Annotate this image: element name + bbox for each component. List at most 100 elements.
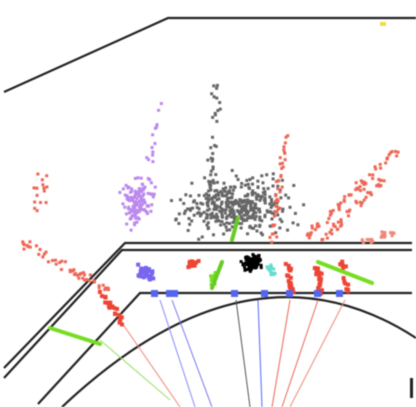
hit xyxy=(240,201,244,205)
hit xyxy=(258,224,262,228)
hit xyxy=(125,222,129,226)
hit xyxy=(199,201,203,205)
hit xyxy=(135,197,139,201)
hit xyxy=(186,228,190,232)
hit xyxy=(272,212,276,216)
hit xyxy=(215,83,219,87)
hit xyxy=(44,201,48,205)
hit xyxy=(209,180,213,184)
hit xyxy=(246,182,250,186)
hit xyxy=(218,101,222,105)
hit xyxy=(378,162,382,166)
hit xyxy=(225,216,229,220)
hit xyxy=(132,206,136,210)
hit xyxy=(240,208,244,212)
tracker-arc xyxy=(61,295,416,407)
hit xyxy=(186,207,190,211)
hit xyxy=(219,223,223,227)
hit xyxy=(187,217,191,221)
hit xyxy=(196,211,200,215)
marker xyxy=(380,22,386,26)
hit xyxy=(229,211,233,215)
hit xyxy=(292,183,296,187)
hit xyxy=(252,206,256,210)
hit xyxy=(100,294,105,299)
hit xyxy=(317,270,322,275)
hit xyxy=(215,189,219,193)
hit xyxy=(288,205,292,209)
green-segments xyxy=(48,216,374,346)
hit xyxy=(270,240,274,244)
hit xyxy=(206,158,210,162)
hit xyxy=(314,271,319,276)
hit xyxy=(284,135,288,139)
hit xyxy=(359,179,363,183)
hit xyxy=(283,261,288,266)
hit xyxy=(286,263,291,268)
hit xyxy=(346,214,350,218)
hit xyxy=(124,183,128,187)
track xyxy=(159,299,196,407)
hit xyxy=(153,141,157,145)
hit xyxy=(124,212,128,216)
hit xyxy=(336,203,340,207)
hit xyxy=(252,208,256,212)
hit xyxy=(174,218,178,222)
hit xyxy=(302,203,306,207)
hit xyxy=(259,196,263,200)
hit xyxy=(277,179,281,183)
hit xyxy=(339,220,343,224)
hit xyxy=(92,279,96,283)
hit xyxy=(260,174,264,178)
hit xyxy=(231,203,235,207)
hit xyxy=(197,207,201,211)
hit xyxy=(251,176,255,180)
hit xyxy=(250,182,254,186)
hit xyxy=(379,235,383,239)
hit xyxy=(232,216,236,220)
hit xyxy=(189,261,194,266)
hit xyxy=(36,172,40,176)
hit xyxy=(247,261,251,265)
hit xyxy=(346,289,351,294)
hit xyxy=(258,257,262,261)
hit xyxy=(207,198,211,202)
track xyxy=(99,339,171,401)
hit xyxy=(123,193,127,197)
hit xyxy=(366,191,370,195)
hit xyxy=(224,225,228,229)
hit xyxy=(254,214,258,218)
hit xyxy=(246,210,250,214)
hit xyxy=(105,300,110,305)
hit xyxy=(245,267,249,271)
hit xyxy=(255,229,259,233)
hit xyxy=(263,190,267,194)
hit xyxy=(211,215,215,219)
hit xyxy=(249,204,253,208)
hit xyxy=(225,221,229,225)
hit xyxy=(87,279,91,283)
hit xyxy=(393,149,397,153)
hit xyxy=(392,231,396,235)
hit xyxy=(282,148,286,152)
hit xyxy=(83,278,87,282)
hit xyxy=(32,186,36,190)
hit xyxy=(215,96,219,100)
hit xyxy=(287,196,291,200)
hit xyxy=(230,207,234,211)
hit xyxy=(265,265,269,269)
hit xyxy=(209,279,213,283)
hit xyxy=(233,200,237,204)
hit xyxy=(42,186,46,190)
hit xyxy=(202,210,206,214)
segment xyxy=(230,216,240,242)
hit xyxy=(313,228,317,232)
hit xyxy=(214,173,218,177)
hit xyxy=(136,273,141,278)
hit xyxy=(228,196,232,200)
hit xyxy=(375,184,379,188)
hit xyxy=(278,156,282,160)
hit xyxy=(281,209,285,213)
hit xyxy=(140,203,144,207)
hit xyxy=(188,207,192,211)
